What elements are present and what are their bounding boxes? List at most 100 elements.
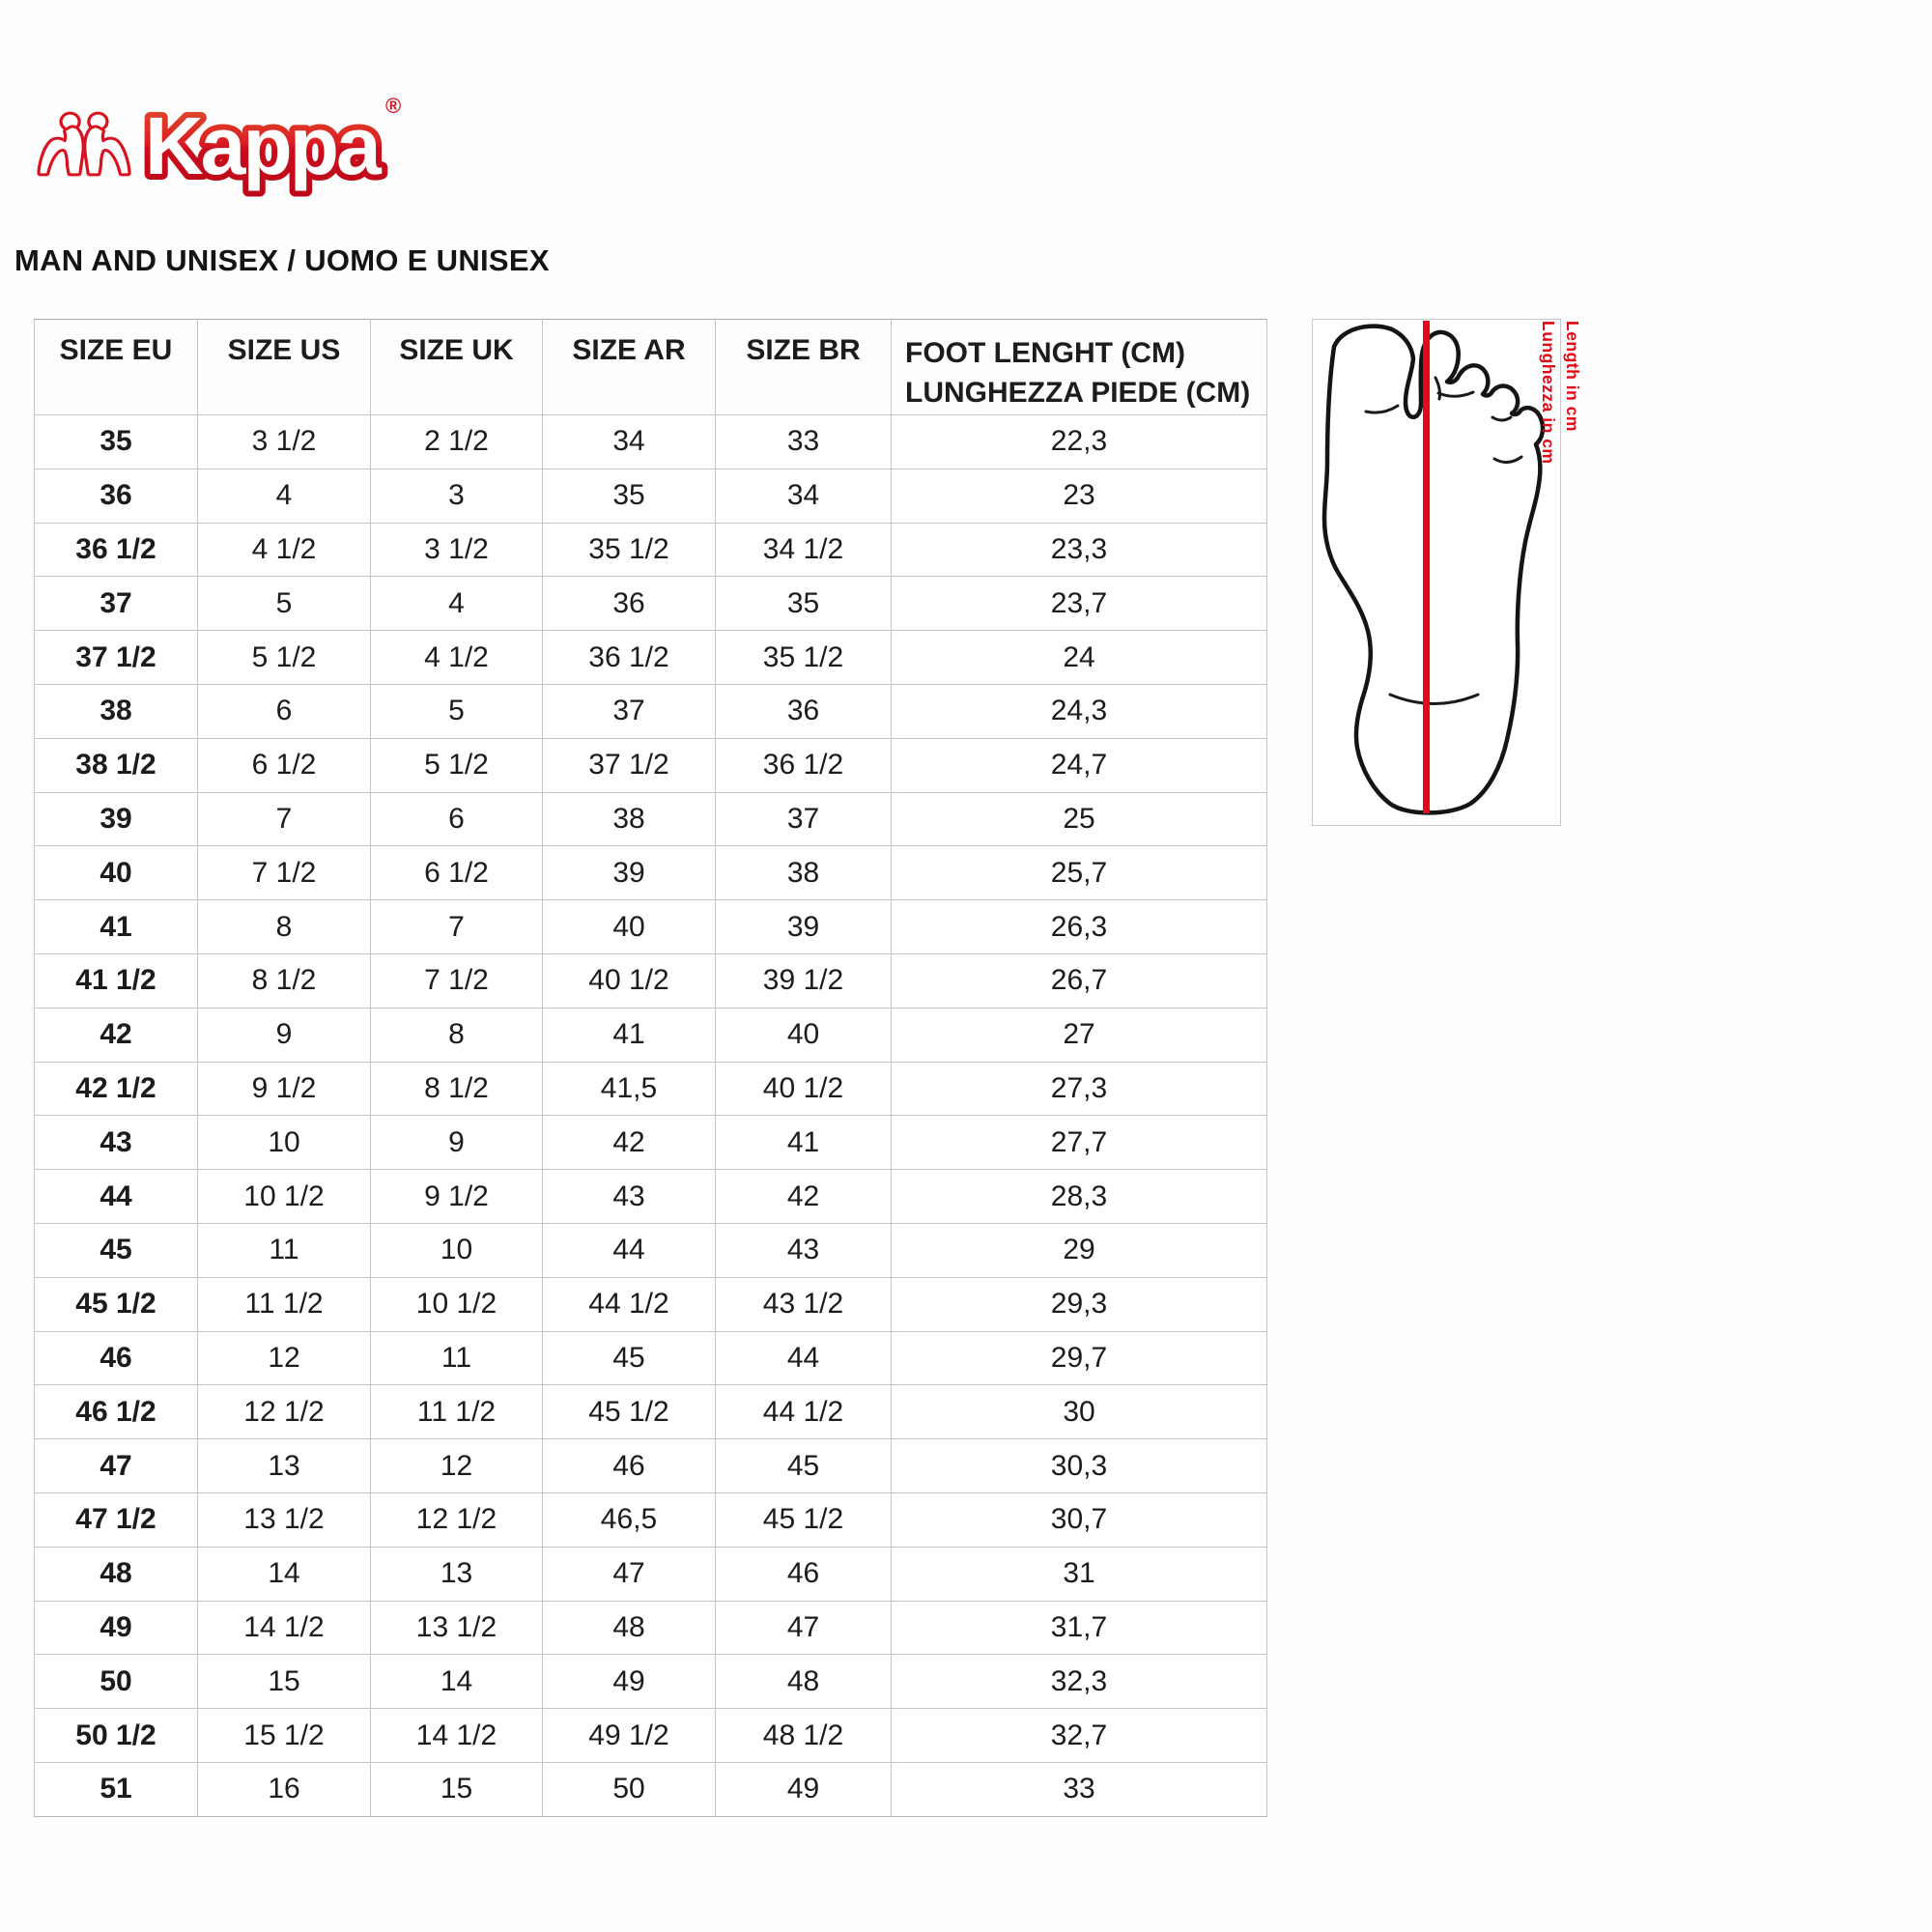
size-cell: 10 1/2 <box>197 1169 371 1224</box>
size-eu-cell: 47 1/2 <box>34 1492 198 1548</box>
size-cell: 47 <box>542 1546 716 1602</box>
size-eu-cell: 47 <box>34 1438 198 1493</box>
table-row: 47 13 12 46 45 30,3 <box>34 1438 1267 1493</box>
size-cell: 24,3 <box>891 683 1267 739</box>
size-cell: 3 <box>370 468 543 524</box>
size-cell: 32,7 <box>891 1708 1267 1763</box>
size-cell: 14 1/2 <box>370 1708 543 1763</box>
size-cell: 46,5 <box>542 1492 716 1548</box>
size-cell: 2 1/2 <box>370 414 543 469</box>
size-cell: 29,7 <box>891 1330 1267 1386</box>
table-row: 50 15 14 49 48 32,3 <box>34 1654 1267 1710</box>
size-eu-cell: 46 1/2 <box>34 1384 198 1440</box>
column-header-size-uk: SIZE UK <box>370 319 543 415</box>
size-cell: 11 1/2 <box>197 1276 371 1332</box>
size-cell: 31 <box>891 1546 1267 1602</box>
size-cell: 40 <box>542 899 716 954</box>
size-cell: 8 1/2 <box>197 952 371 1009</box>
table-row: 45 11 10 44 43 29 <box>34 1222 1267 1278</box>
foot-crease-lines <box>1364 376 1523 705</box>
size-cell: 29 <box>891 1222 1267 1278</box>
size-cell: 12 1/2 <box>370 1492 543 1548</box>
size-cell: 5 1/2 <box>197 630 371 685</box>
size-eu-cell: 36 <box>34 468 198 524</box>
size-cell: 40 1/2 <box>715 1061 892 1117</box>
size-cell: 38 <box>715 845 892 901</box>
size-cell: 11 <box>197 1222 371 1278</box>
foot-length-label-it: Lunghezza in cm <box>1539 321 1558 465</box>
kappa-logo-svg: Kappa ® <box>37 94 401 197</box>
table-row: 38 6 5 37 36 24,3 <box>34 683 1267 739</box>
size-cell: 41,5 <box>542 1061 716 1117</box>
size-cell: 43 1/2 <box>715 1276 892 1332</box>
size-cell: 46 <box>715 1546 892 1602</box>
table-row: 37 1/2 5 1/2 4 1/2 36 1/2 35 1/2 24 <box>34 630 1267 685</box>
kappa-wordmark: Kappa <box>145 100 383 191</box>
size-cell: 11 1/2 <box>370 1384 543 1440</box>
size-cell: 13 <box>197 1438 371 1493</box>
foot-header-line2: LUNGHEZZA PIEDE (CM) <box>905 376 1251 409</box>
size-cell: 35 1/2 <box>715 630 892 685</box>
size-cell: 3 1/2 <box>370 522 543 578</box>
size-cell: 4 <box>197 468 371 524</box>
size-cell: 12 <box>370 1438 543 1493</box>
size-cell: 8 1/2 <box>370 1061 543 1117</box>
size-cell: 43 <box>542 1169 716 1224</box>
foot-outline-icon <box>1321 321 1546 815</box>
registered-trademark-icon: ® <box>385 94 401 118</box>
size-eu-cell: 35 <box>34 414 198 469</box>
size-cell: 36 1/2 <box>542 630 716 685</box>
size-cell: 39 <box>542 845 716 901</box>
table-row: 41 1/2 8 1/2 7 1/2 40 1/2 39 1/2 26,7 <box>34 952 1267 1009</box>
foot-length-label-en: Length in cm <box>1563 321 1582 432</box>
size-cell: 11 <box>370 1330 543 1386</box>
size-cell: 13 1/2 <box>197 1492 371 1548</box>
size-cell: 33 <box>891 1761 1267 1817</box>
table-row: 42 9 8 41 40 27 <box>34 1007 1267 1063</box>
size-cell: 27,7 <box>891 1115 1267 1171</box>
size-cell: 4 1/2 <box>370 630 543 685</box>
table-row: 39 7 6 38 37 25 <box>34 791 1267 847</box>
column-header-size-eu: SIZE EU <box>34 319 198 415</box>
size-cell: 12 1/2 <box>197 1384 371 1440</box>
size-cell: 34 1/2 <box>715 522 892 578</box>
size-eu-cell: 46 <box>34 1330 198 1386</box>
foot-length-labels: Length in cm Lunghezza in cm <box>1536 321 1584 464</box>
size-eu-cell: 38 1/2 <box>34 737 198 793</box>
size-cell: 26,3 <box>891 899 1267 954</box>
table-row: 35 3 1/2 2 1/2 34 33 22,3 <box>34 414 1267 469</box>
size-cell: 39 <box>715 899 892 954</box>
size-cell: 6 1/2 <box>197 737 371 793</box>
size-cell: 36 <box>542 576 716 632</box>
column-header-size-us: SIZE US <box>197 319 371 415</box>
size-cell: 44 1/2 <box>715 1384 892 1440</box>
size-cell: 40 1/2 <box>542 952 716 1009</box>
size-cell: 7 <box>370 899 543 954</box>
size-cell: 23,3 <box>891 522 1267 578</box>
size-eu-cell: 50 <box>34 1654 198 1710</box>
size-cell: 30,3 <box>891 1438 1267 1493</box>
size-cell: 6 <box>197 683 371 739</box>
size-table-header: SIZE EU SIZE US SIZE UK SIZE AR SIZE BR FOOT … <box>34 319 1267 415</box>
size-cell: 24,7 <box>891 737 1267 793</box>
size-cell: 43 <box>715 1222 892 1278</box>
table-row: 49 14 1/2 13 1/2 48 47 31,7 <box>34 1600 1267 1656</box>
column-header-size-br: SIZE BR <box>715 319 892 415</box>
table-row: 48 14 13 47 46 31 <box>34 1546 1267 1602</box>
size-cell: 35 <box>542 468 716 524</box>
foot-diagram <box>1312 319 1561 826</box>
size-eu-cell: 37 <box>34 576 198 632</box>
table-row: 41 8 7 40 39 26,3 <box>34 899 1267 954</box>
size-cell: 27 <box>891 1007 1267 1063</box>
size-cell: 33 <box>715 414 892 469</box>
size-eu-cell: 43 <box>34 1115 198 1171</box>
table-row: 36 4 3 35 34 23 <box>34 468 1267 524</box>
size-cell: 25 <box>891 791 1267 847</box>
size-eu-cell: 44 <box>34 1169 198 1224</box>
size-cell: 38 <box>542 791 716 847</box>
table-row: 46 1/2 12 1/2 11 1/2 45 1/2 44 1/2 30 <box>34 1384 1267 1440</box>
size-cell: 30 <box>891 1384 1267 1440</box>
size-cell: 8 <box>370 1007 543 1063</box>
table-row: 46 12 11 45 44 29,7 <box>34 1330 1267 1386</box>
